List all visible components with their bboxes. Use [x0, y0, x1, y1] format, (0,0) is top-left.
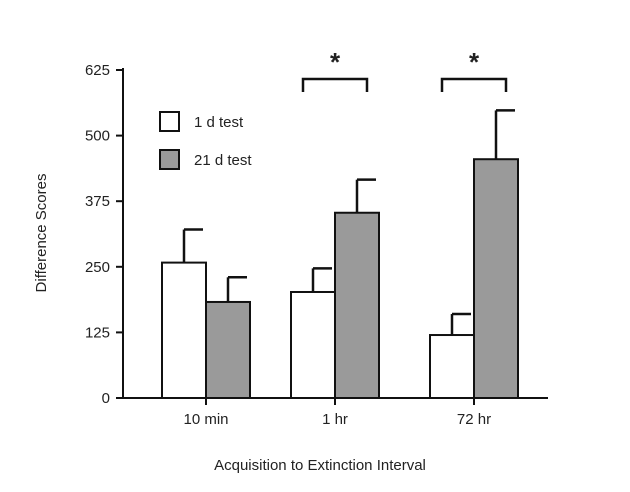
y-tick-label: 625	[85, 62, 110, 79]
bar-21-d-test-10-min	[205, 300, 251, 400]
y-tick-label: 375	[85, 193, 110, 210]
legend-label-21d-test: 21 d test	[194, 152, 252, 169]
significance-star-1-hr: *	[330, 47, 341, 77]
x-tick-label: 72 hr	[457, 411, 491, 428]
legend-swatch-21d-test	[159, 149, 180, 170]
y-tick-label: 0	[102, 390, 110, 407]
legend-label-1d-test: 1 d test	[194, 114, 244, 131]
significance-star-72-hr: *	[469, 47, 480, 77]
x-axis-label: Acquisition to Extinction Interval	[214, 457, 426, 474]
bar-21-d-test-1-hr	[334, 211, 380, 399]
legend-swatch-1d-test	[159, 111, 180, 132]
bar-1-d-test-10-min	[161, 261, 207, 399]
legend: 1 d test 21 d test	[159, 111, 252, 170]
bar-21-d-test-72-hr	[473, 158, 519, 399]
y-tick-label: 500	[85, 128, 110, 145]
bar-1-d-test-72-hr	[429, 334, 475, 399]
y-tick-label: 250	[85, 259, 110, 276]
x-tick-label: 10 min	[183, 411, 228, 428]
significance-bracket-72-hr	[440, 77, 508, 92]
significance-bracket-1-hr	[301, 77, 369, 92]
y-axis-label: Difference Scores	[33, 174, 50, 293]
bar-1-d-test-1-hr	[290, 290, 336, 399]
x-tick-label: 1 hr	[322, 411, 348, 428]
y-tick-label: 125	[85, 324, 110, 341]
